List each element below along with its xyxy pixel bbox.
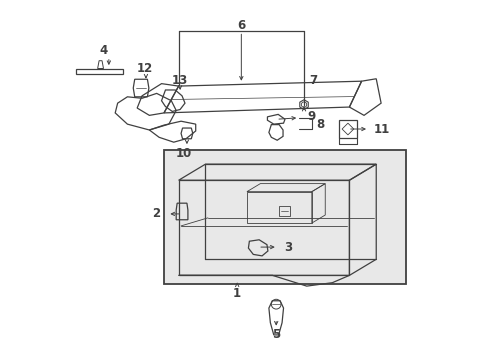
Text: 10: 10 [175, 147, 191, 160]
Text: 4: 4 [100, 44, 108, 58]
Text: 8: 8 [316, 118, 325, 131]
Bar [278, 206, 290, 216]
Text: 7: 7 [308, 74, 316, 87]
Bar [163, 149, 405, 284]
Text: 13: 13 [172, 74, 188, 87]
Text: 12: 12 [136, 62, 152, 75]
Text: 1: 1 [233, 287, 241, 300]
Text: 2: 2 [152, 207, 160, 220]
Text: 11: 11 [373, 122, 389, 135]
Bar [246, 192, 311, 223]
Text: 5: 5 [271, 328, 280, 341]
Text: 6: 6 [237, 19, 245, 32]
Text: 9: 9 [306, 110, 315, 123]
Bar [339, 120, 356, 138]
Text: 3: 3 [284, 240, 292, 253]
